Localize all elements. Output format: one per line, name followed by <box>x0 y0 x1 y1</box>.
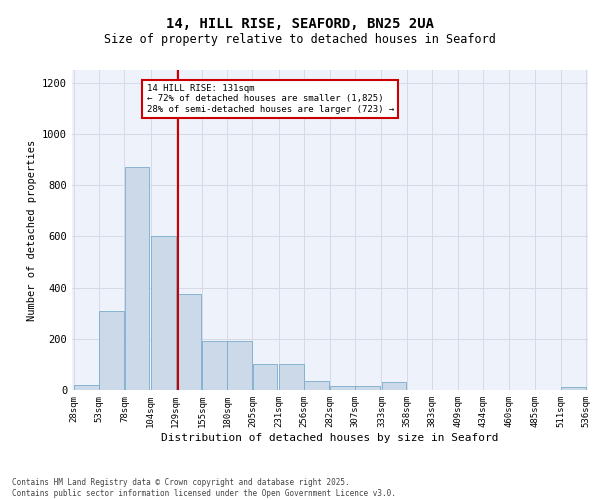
Text: 14 HILL RISE: 131sqm
← 72% of detached houses are smaller (1,825)
28% of semi-de: 14 HILL RISE: 131sqm ← 72% of detached h… <box>146 84 394 114</box>
Text: 14, HILL RISE, SEAFORD, BN25 2UA: 14, HILL RISE, SEAFORD, BN25 2UA <box>166 18 434 32</box>
Bar <box>382 382 406 390</box>
Bar <box>561 388 586 390</box>
Y-axis label: Number of detached properties: Number of detached properties <box>26 140 37 320</box>
Bar <box>74 385 99 390</box>
Bar <box>304 381 329 390</box>
Bar <box>202 342 227 390</box>
Text: Contains HM Land Registry data © Crown copyright and database right 2025.
Contai: Contains HM Land Registry data © Crown c… <box>12 478 396 498</box>
Bar <box>227 342 252 390</box>
Bar <box>355 386 380 390</box>
Bar <box>176 294 201 390</box>
Text: Size of property relative to detached houses in Seaford: Size of property relative to detached ho… <box>104 32 496 46</box>
Bar <box>125 168 149 390</box>
Bar <box>253 364 277 390</box>
Bar <box>151 236 176 390</box>
Bar <box>100 310 124 390</box>
Bar <box>330 386 355 390</box>
Bar <box>279 364 304 390</box>
X-axis label: Distribution of detached houses by size in Seaford: Distribution of detached houses by size … <box>161 432 499 442</box>
